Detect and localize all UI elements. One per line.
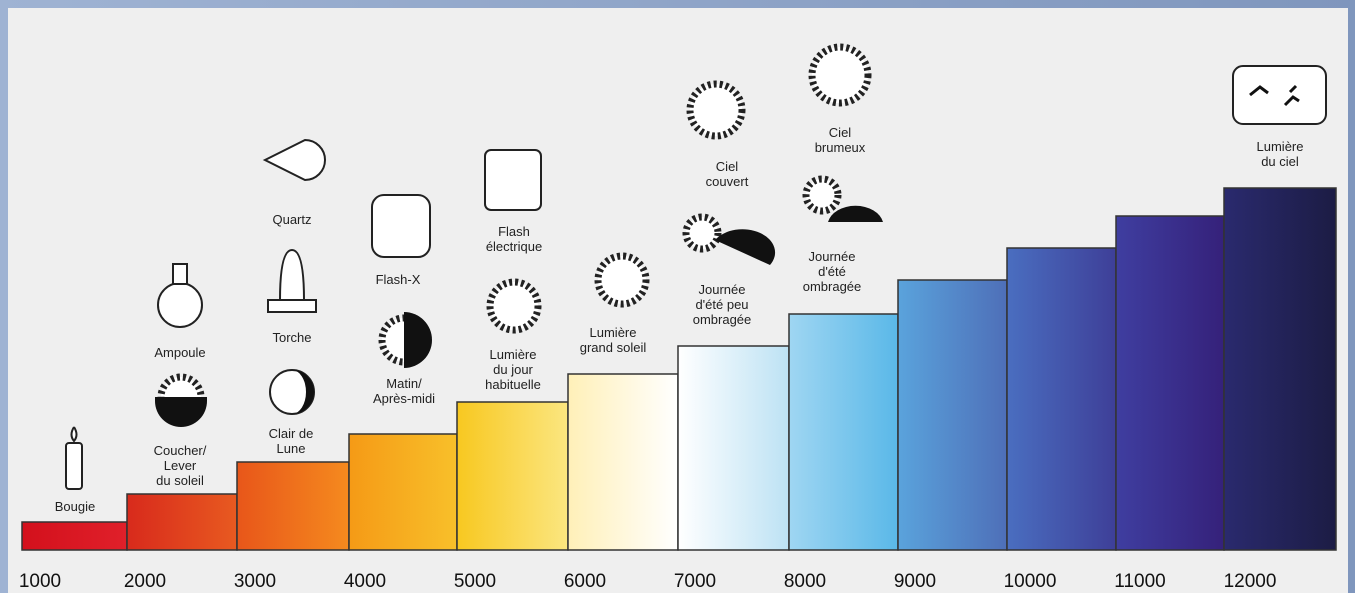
label: Ciel: [716, 159, 739, 174]
label: habituelle: [485, 377, 541, 392]
label: d'été peu: [695, 297, 748, 312]
label: Lumière: [590, 325, 637, 340]
label: Ampoule: [154, 345, 205, 360]
haze-icon: [808, 43, 872, 107]
tick-label: 3000: [234, 571, 276, 592]
label: Ciel: [829, 125, 852, 140]
label: Lumière: [1257, 139, 1304, 154]
label: Clair de: [269, 426, 314, 441]
morning-shade: [404, 312, 432, 368]
step-bar: [126, 493, 238, 551]
label: du ciel: [1261, 154, 1299, 169]
sun-icon: [594, 252, 650, 308]
label: d'été: [818, 264, 846, 279]
tick-label: 4000: [344, 571, 386, 592]
step-bar: [1115, 215, 1225, 551]
quartz-icon: [262, 138, 326, 182]
tick-label: 9000: [894, 571, 936, 592]
umbrella-icon: [715, 229, 776, 265]
tick-label: 11000: [1114, 571, 1165, 592]
shade-sun-icon: [682, 213, 722, 253]
step-bar: [788, 313, 899, 551]
label: Journée: [699, 282, 746, 297]
umbrella2-icon: [828, 205, 883, 222]
icons: [65, 43, 1327, 490]
label: couvert: [706, 174, 749, 189]
label: ombragée: [803, 279, 862, 294]
flashx-icon: [371, 194, 431, 258]
label: du jour: [493, 362, 533, 377]
tick-label: 10000: [1004, 571, 1057, 592]
birds-icon: [1249, 84, 1300, 107]
sunset-shade: [155, 397, 207, 427]
label: grand soleil: [580, 340, 647, 355]
step-bar: [677, 345, 790, 551]
label: Matin/: [386, 376, 422, 391]
label: Journée: [809, 249, 856, 264]
label: Flash: [498, 224, 530, 239]
sky-icon: [1232, 65, 1327, 125]
tick-label: 6000: [564, 571, 606, 592]
flame-icon: [70, 426, 78, 443]
flash-icon: [484, 149, 542, 211]
step-bar: [348, 433, 458, 551]
label: Lever: [164, 458, 197, 473]
moon-shade: [292, 370, 314, 414]
tick-label: 2000: [124, 571, 166, 592]
label: Quartz: [272, 212, 311, 227]
tick-label: 7000: [674, 571, 716, 592]
step-bar: [21, 521, 128, 551]
tick-label: 12000: [1224, 571, 1277, 592]
step-bar: [897, 279, 1008, 551]
torch-icon: [267, 248, 317, 313]
step-bar: [456, 401, 569, 551]
tick-label: 1000: [19, 571, 61, 592]
daylight-icon: [486, 278, 542, 334]
label: Après-midi: [373, 391, 435, 406]
label: électrique: [486, 239, 542, 254]
step-bar: [1006, 247, 1117, 551]
tick-label: 5000: [454, 571, 496, 592]
label: Coucher/: [154, 443, 207, 458]
step-bar: [1223, 187, 1337, 551]
overcast-icon: [686, 80, 746, 140]
shade-sun2-icon: [802, 175, 842, 215]
step-bar: [567, 373, 679, 551]
candle-icon: [65, 442, 83, 490]
step-bar: [236, 461, 350, 551]
tick-label: 8000: [784, 571, 826, 592]
label: ombragée: [693, 312, 752, 327]
label: brumeux: [815, 140, 866, 155]
label: Lune: [277, 441, 306, 456]
label: du soleil: [156, 473, 204, 488]
label: Bougie: [55, 499, 95, 514]
label: Flash-X: [376, 272, 421, 287]
bulb-base: [172, 263, 188, 285]
bulb-icon: [157, 282, 203, 328]
label: Torche: [272, 330, 311, 345]
label: Lumière: [490, 347, 537, 362]
